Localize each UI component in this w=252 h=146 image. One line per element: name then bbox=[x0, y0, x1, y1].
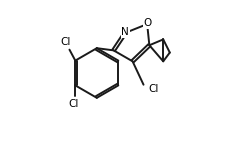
Text: O: O bbox=[144, 18, 152, 28]
Text: N: N bbox=[121, 27, 129, 37]
Text: Cl: Cl bbox=[68, 99, 78, 109]
Text: Cl: Cl bbox=[148, 84, 159, 94]
Text: Cl: Cl bbox=[60, 37, 70, 47]
